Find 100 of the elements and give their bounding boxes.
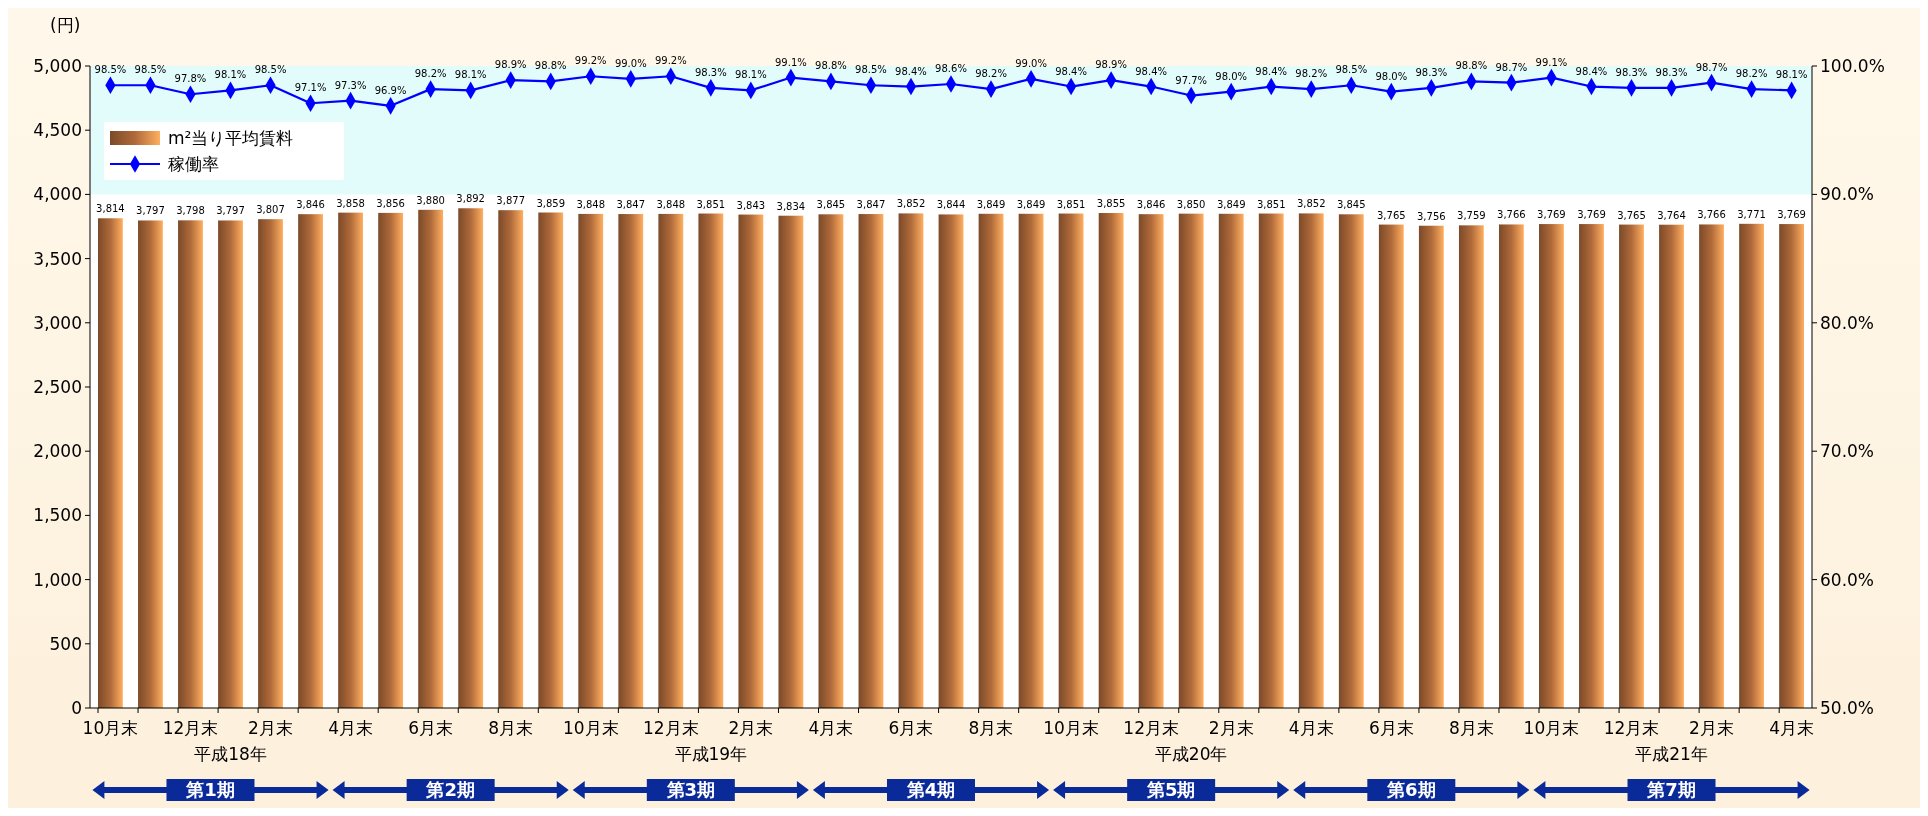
bar	[1418, 225, 1444, 708]
bar	[1458, 225, 1484, 708]
data-label: 98.8%	[534, 60, 567, 72]
x-tick-label: 6月末	[408, 718, 454, 738]
y2-tick-label: 100.0%	[1820, 55, 1885, 76]
data-label: 98.1%	[454, 69, 487, 81]
data-label: 3,759	[1457, 210, 1486, 222]
bar	[1138, 214, 1164, 708]
data-label: 3,880	[416, 194, 445, 206]
data-label: 98.6%	[935, 62, 967, 74]
data-label: 3,769	[1777, 209, 1806, 221]
data-label: 98.7%	[1695, 61, 1728, 73]
bar	[658, 213, 684, 708]
x-tick-label: 2月末	[1689, 718, 1734, 738]
bar	[1739, 223, 1764, 708]
bar	[538, 212, 564, 708]
data-label: 98.4%	[1575, 65, 1608, 77]
data-label: 3,847	[616, 199, 646, 211]
x-tick-label: 6月末	[1368, 718, 1414, 738]
bar	[578, 213, 604, 708]
bar	[778, 215, 804, 708]
y-axis-title: (円)	[50, 15, 81, 35]
data-label: 3,756	[1417, 210, 1446, 222]
bar	[98, 218, 123, 708]
x-tick-label: 8月末	[968, 718, 1014, 738]
bar	[218, 220, 243, 708]
data-label: 3,851	[1256, 198, 1286, 210]
data-label: 98.2%	[1295, 68, 1328, 80]
bar	[1098, 213, 1124, 708]
y2-tick-label: 60.0%	[1820, 569, 1875, 590]
data-label: 3,771	[1737, 208, 1766, 220]
text: 第1期	[185, 779, 235, 801]
x-tick-label: 12月末	[162, 718, 219, 738]
x-tick-label: 10月末	[82, 718, 139, 738]
data-label: 98.5%	[1335, 64, 1368, 76]
data-label: 98.1%	[1775, 69, 1808, 81]
data-label: 98.9%	[494, 59, 527, 71]
data-label: 3,877	[496, 195, 526, 207]
y2-tick-label: 90.0%	[1820, 184, 1875, 205]
x-tick-label: 10月末	[1523, 718, 1580, 738]
data-label: 98.2%	[975, 68, 1007, 80]
bar	[498, 210, 524, 708]
data-label: 98.0%	[1375, 70, 1408, 82]
bar	[338, 212, 363, 708]
data-label: 98.4%	[1255, 65, 1288, 77]
data-label: 3,764	[1657, 209, 1686, 221]
data-label: 3,769	[1577, 209, 1606, 221]
data-label: 97.8%	[174, 73, 207, 85]
data-label: 98.2%	[1735, 68, 1768, 80]
data-label: 99.1%	[1535, 56, 1568, 68]
data-label: 3,850	[1176, 198, 1206, 210]
y2-tick-label: 70.0%	[1820, 441, 1875, 462]
text: 平成18年	[194, 744, 267, 764]
data-label: 3,847	[856, 199, 886, 211]
bar	[1579, 224, 1604, 708]
data-label: 98.1%	[734, 69, 767, 81]
x-tick-label: 8月末	[1448, 718, 1494, 738]
data-label: 3,849	[1016, 198, 1046, 210]
y-tick-label: 4,000	[33, 184, 82, 205]
bar	[378, 212, 404, 708]
bar	[858, 214, 884, 708]
y2-tick-label: 80.0%	[1820, 312, 1875, 333]
x-tick-label: 12月末	[1123, 718, 1179, 738]
x-tick-label: 4月末	[808, 718, 854, 738]
bar	[618, 214, 644, 708]
data-label: 3,856	[376, 197, 405, 209]
x-tick-label: 12月末	[1603, 718, 1660, 738]
data-label: 3,851	[1056, 198, 1086, 210]
data-label: 98.3%	[1415, 66, 1448, 78]
bar	[1178, 213, 1204, 708]
data-label: 99.0%	[614, 57, 647, 69]
data-label: 3,849	[976, 198, 1006, 210]
bar	[1378, 224, 1404, 708]
bar	[898, 213, 924, 708]
bar	[978, 213, 1004, 708]
x-tick-label: 2月末	[1208, 718, 1254, 738]
data-label: 3,766	[1497, 209, 1526, 221]
data-label: 3,845	[816, 199, 846, 211]
text: 平成20年	[1154, 744, 1228, 764]
text: 第7期	[1646, 779, 1696, 801]
y-tick-label: 3,000	[33, 312, 82, 333]
x-tick-label: 8月末	[488, 718, 534, 738]
text: 平成19年	[674, 744, 748, 764]
data-label: 98.3%	[1655, 66, 1688, 78]
text: 平成21年	[1635, 744, 1708, 764]
bar	[1659, 224, 1684, 708]
x-tick-label: 10月末	[1043, 718, 1099, 738]
data-label: 98.7%	[1495, 61, 1528, 73]
data-label: 97.7%	[1175, 74, 1208, 86]
bar	[1018, 213, 1044, 708]
data-label: 96.9%	[374, 84, 407, 96]
data-label: 3,797	[136, 205, 165, 217]
data-label: 3,843	[736, 199, 766, 211]
data-label: 3,852	[896, 198, 926, 210]
y-tick-label: 5,000	[33, 55, 82, 76]
data-label: 3,844	[936, 199, 966, 211]
data-label: 98.8%	[815, 60, 847, 72]
data-label: 3,769	[1537, 209, 1566, 221]
bar	[1699, 224, 1724, 708]
data-label: 3,765	[1617, 209, 1646, 221]
